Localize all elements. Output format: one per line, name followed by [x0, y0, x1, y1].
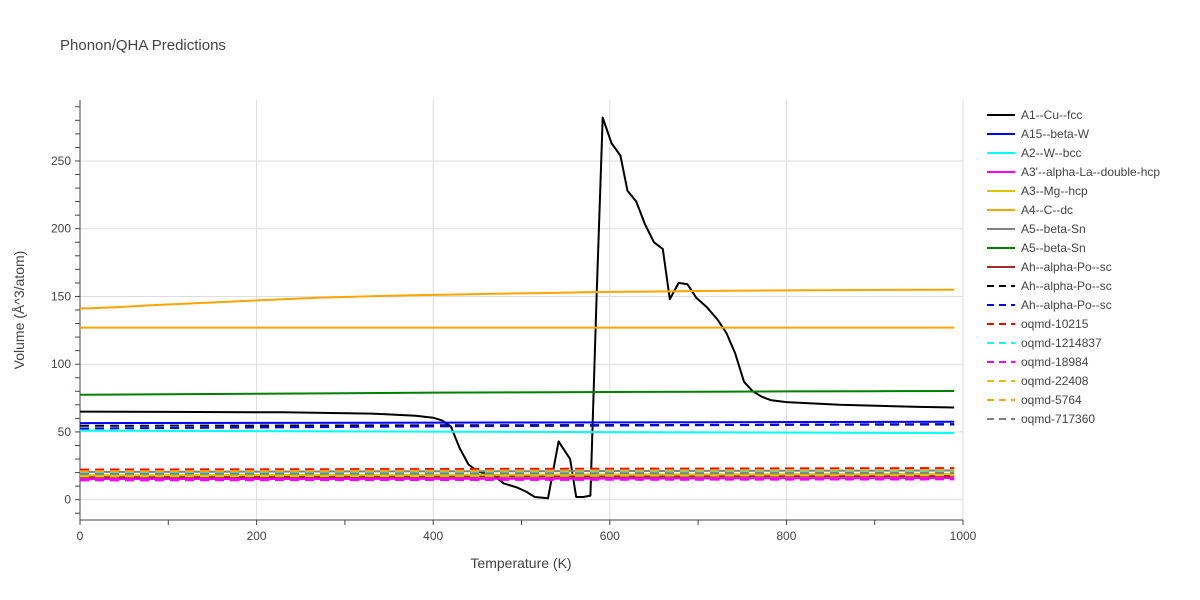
legend-item[interactable]: A3--Mg--hcp	[987, 184, 1088, 198]
x-tick-label: 0	[77, 529, 84, 543]
y-ticks: 0 50 100 150 200 250	[51, 154, 71, 507]
legend-item[interactable]: Ah--alpha-Po--sc	[987, 279, 1112, 293]
series-line-oqmd-18984	[79, 478, 955, 482]
series-line-a15-beta-w	[79, 420, 955, 425]
legend-item[interactable]: oqmd-5764	[987, 393, 1082, 407]
series-line-a1-cu-fcc	[79, 116, 955, 500]
series-line-a5-beta-sn	[79, 390, 955, 396]
series-line-a2-w-bcc	[79, 429, 955, 434]
legend-item[interactable]: A3'--alpha-La--double-hcp	[987, 165, 1160, 179]
y-tick-label: 0	[64, 493, 71, 507]
series-line-a4-c-dc	[79, 288, 955, 310]
series-line-a3-mg-hcp	[79, 472, 955, 477]
legend-item[interactable]: Ah--alpha-Po--sc	[987, 298, 1112, 312]
legend-label: A3'--alpha-La--double-hcp	[1021, 165, 1160, 179]
legend-item[interactable]: oqmd-10215	[987, 317, 1089, 331]
legend-label: oqmd-717360	[1021, 412, 1095, 426]
grid	[79, 100, 964, 520]
x-tick-label: 600	[600, 529, 620, 543]
legend-label: A5--beta-Sn	[1021, 222, 1086, 236]
legend-item[interactable]: Ah--alpha-Po--sc	[987, 260, 1112, 274]
legend-label: A1--Cu--fcc	[1021, 108, 1082, 122]
y-tick-label: 200	[51, 222, 71, 236]
series-line-oqmd-717360	[79, 471, 955, 475]
legend-label: oqmd-18984	[1021, 355, 1089, 369]
legend-item[interactable]: A2--W--bcc	[987, 146, 1081, 160]
x-tick-label: 400	[423, 529, 443, 543]
chart-title: Phonon/QHA Predictions	[60, 37, 226, 54]
legend-label: oqmd-5764	[1021, 393, 1082, 407]
legend-label: oqmd-22408	[1021, 374, 1089, 388]
y-tick-label: 150	[51, 289, 71, 303]
legend-item[interactable]: oqmd-18984	[987, 355, 1089, 369]
x-tick-label: 200	[247, 529, 267, 543]
legend-label: oqmd-1214837	[1021, 336, 1102, 350]
axes	[75, 100, 964, 525]
legend-item[interactable]: A5--beta-Sn	[987, 241, 1086, 255]
series-line-oqmd-22408	[79, 474, 955, 478]
x-ticks: 0 200 400 600 800 1000	[77, 529, 977, 543]
series-line-a3-alpha-la-double-hcp	[79, 477, 955, 481]
series-line-oqmd-10215	[79, 467, 955, 471]
series-line-oqmd-5764	[79, 468, 955, 473]
legend-item[interactable]: A4--C--dc	[987, 203, 1073, 217]
legend-item[interactable]: oqmd-1214837	[987, 336, 1102, 350]
legend-item[interactable]: A15--beta-W	[987, 127, 1090, 141]
y-tick-label: 250	[51, 154, 71, 168]
series-line-oqmd-1214837	[79, 470, 955, 474]
legend-label: Ah--alpha-Po--sc	[1021, 279, 1112, 293]
plot-area	[79, 116, 955, 500]
legend-item[interactable]: oqmd-717360	[987, 412, 1095, 426]
legend-label: A4--C--dc	[1021, 203, 1073, 217]
legend-item[interactable]: oqmd-22408	[987, 374, 1089, 388]
legend-item[interactable]: A5--beta-Sn	[987, 222, 1086, 236]
legend-label: A3--Mg--hcp	[1021, 184, 1088, 198]
legend-label: A15--beta-W	[1021, 127, 1090, 141]
x-tick-label: 1000	[950, 529, 977, 543]
legend-label: oqmd-10215	[1021, 317, 1089, 331]
legend-label: A2--W--bcc	[1021, 146, 1081, 160]
y-axis-title: Volume (Å^3/atom)	[11, 251, 27, 370]
x-tick-label: 800	[776, 529, 796, 543]
legend-label: Ah--alpha-Po--sc	[1021, 260, 1112, 274]
legend-label: A5--beta-Sn	[1021, 241, 1086, 255]
legend[interactable]: A1--Cu--fcc A15--beta-W A2--W--bcc A3'--alp…	[987, 108, 1160, 426]
y-tick-label: 100	[51, 357, 71, 371]
y-tick-label: 50	[58, 425, 72, 439]
legend-label: Ah--alpha-Po--sc	[1021, 298, 1112, 312]
series-line-ah-alpha-po-sc	[79, 423, 955, 430]
legend-item[interactable]: A1--Cu--fcc	[987, 108, 1082, 122]
x-axis-title: Temperature (K)	[470, 555, 571, 571]
